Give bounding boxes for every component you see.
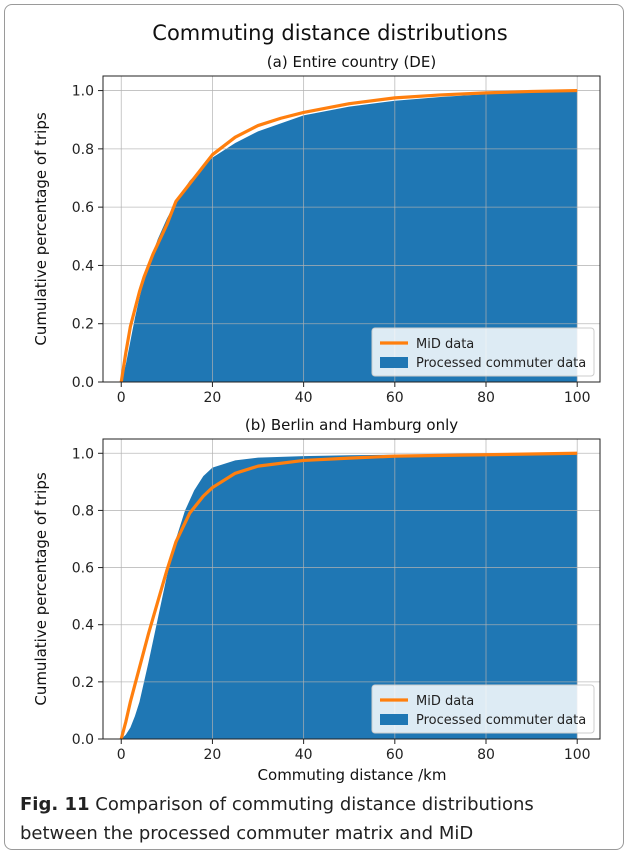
- figure-title: Commuting distance distributions: [152, 21, 507, 45]
- x-tick-label: 80: [477, 747, 495, 763]
- plot-frame: [102, 438, 601, 740]
- y-tick-label: 0.4: [72, 618, 94, 634]
- legend-processed-label: Processed commuter data: [416, 356, 586, 371]
- x-tick-label: 20: [204, 390, 222, 406]
- caption-text: Comparison of commuting distance distrib…: [20, 794, 534, 844]
- x-tick-label: 80: [477, 390, 495, 406]
- y-tick-label: 0.2: [72, 317, 94, 333]
- figure-caption: Fig. 11 Comparison of commuting distance…: [20, 790, 610, 848]
- y-tick-label: 1.0: [72, 84, 94, 100]
- legend-processed-label: Processed commuter data: [416, 713, 586, 728]
- x-tick-label: 0: [117, 390, 126, 406]
- panel-entire-country: (a) Entire country (DE) Cumulative percen…: [32, 53, 601, 406]
- y-tick-label: 0.4: [72, 258, 94, 274]
- y-tick-label: 0.2: [72, 675, 94, 691]
- panel-title: (a) Entire country (DE): [267, 53, 436, 71]
- x-tick-label: 100: [564, 390, 591, 406]
- y-axis-label: Cumulative percentage of trips: [32, 112, 50, 346]
- legend-processed-swatch: [380, 357, 408, 368]
- plot-frame: [102, 75, 601, 383]
- x-tick-label: 20: [204, 747, 222, 763]
- figure-canvas: Commuting distance distributions Commuti…: [32, 21, 601, 784]
- x-tick-label: 60: [386, 390, 404, 406]
- legend-mid-label: MiD data: [416, 694, 474, 709]
- series-mid-line: [119, 88, 578, 383]
- y-tick-label: 0.8: [72, 503, 94, 519]
- caption-label: Fig. 11: [20, 794, 90, 815]
- panel-title: (b) Berlin and Hamburg only: [245, 416, 458, 434]
- x-tick-label: 40: [295, 390, 313, 406]
- series-mid-line: [119, 451, 578, 740]
- y-tick-label: 0.0: [72, 375, 94, 391]
- y-axis-label: Cumulative percentage of trips: [32, 472, 50, 706]
- panel-berlin-hamburg: (b) Berlin and Hamburg only Cumulative pe…: [32, 416, 601, 763]
- x-tick-label: 60: [386, 747, 404, 763]
- series-processed-commuter-area: [121, 90, 578, 383]
- legend-processed-swatch: [380, 714, 408, 725]
- y-tick-label: 0.6: [72, 200, 94, 216]
- y-tick-label: 0.0: [72, 732, 94, 748]
- x-tick-label: 100: [564, 747, 591, 763]
- legend-box: [371, 684, 595, 734]
- y-tick-label: 1.0: [72, 446, 94, 462]
- x-tick-label: 0: [117, 747, 126, 763]
- legend-mid-label: MiD data: [416, 337, 474, 352]
- x-tick-label: 40: [295, 747, 313, 763]
- x-axis-label: Commuting distance /km: [258, 766, 447, 784]
- y-tick-label: 0.6: [72, 561, 94, 577]
- y-tick-label: 0.8: [72, 142, 94, 158]
- series-processed-commuter-area: [121, 453, 578, 739]
- legend-box: [371, 327, 595, 377]
